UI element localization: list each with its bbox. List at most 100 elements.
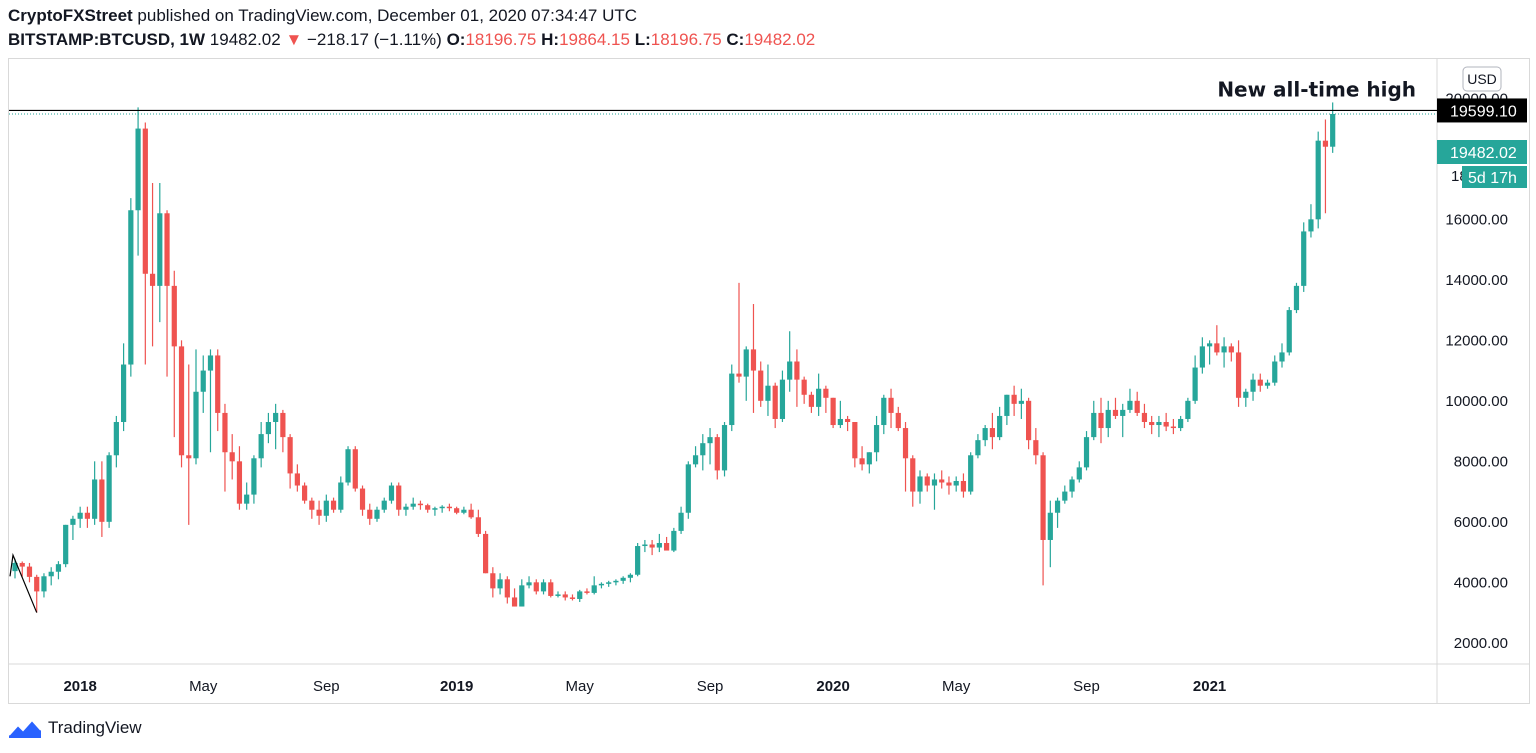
- candle-body: [439, 506, 445, 509]
- candle-body: [1228, 346, 1234, 353]
- candle-body: [1004, 394, 1010, 416]
- candle-body: [1062, 491, 1068, 501]
- candle-body: [902, 428, 909, 459]
- candle-body: [873, 425, 880, 453]
- candle-body: [1330, 113, 1336, 147]
- trend-line: [9, 552, 38, 613]
- candle-body: [533, 582, 539, 592]
- brand-name[interactable]: TradingView: [48, 718, 142, 737]
- candle-body: [157, 213, 163, 286]
- candle-body: [84, 512, 90, 519]
- tradingview-logo-icon[interactable]: [8, 717, 42, 739]
- candle-body: [396, 485, 402, 510]
- candle-body: [1040, 455, 1046, 540]
- author-name[interactable]: CryptoFXStreet: [8, 6, 133, 25]
- candle-body: [1083, 437, 1090, 468]
- candle-body: [1156, 422, 1162, 426]
- candle-body: [186, 455, 192, 459]
- candle-body: [620, 577, 626, 581]
- candle-body: [280, 412, 286, 438]
- candle-body: [410, 503, 416, 507]
- x-tick-label: May: [189, 678, 218, 695]
- candle-body: [946, 482, 952, 486]
- candle-body: [917, 476, 923, 492]
- candle-body: [548, 582, 554, 596]
- candle-body: [432, 508, 438, 510]
- annotation-label: New all-time high: [1217, 77, 1416, 101]
- candle-body: [1120, 409, 1126, 416]
- candle-body: [345, 449, 351, 483]
- open-label: O:: [446, 30, 466, 49]
- candle-body: [330, 500, 337, 510]
- candle-body: [1286, 310, 1292, 353]
- candle-body: [1141, 412, 1148, 422]
- close-value: 19482.02: [744, 30, 816, 49]
- x-tick-label: Sep: [313, 678, 340, 695]
- x-tick-label: May: [566, 678, 595, 695]
- candle-body: [779, 379, 786, 419]
- candle-body: [707, 437, 713, 444]
- candle-body: [1105, 409, 1111, 429]
- candle-body: [953, 480, 959, 486]
- candle-body: [866, 452, 872, 465]
- candle-body: [1221, 346, 1227, 353]
- candle-body: [924, 476, 930, 486]
- candle-body: [1170, 426, 1176, 429]
- candle-body: [750, 349, 757, 371]
- candle-body: [461, 509, 467, 513]
- candle-body: [135, 128, 141, 211]
- ohlc-legend: BITSTAMP:BTCUSD, 1W 19482.02 ▼ −218.17 (…: [8, 30, 815, 50]
- candle-body: [1047, 512, 1053, 540]
- candle-body: [1235, 352, 1242, 398]
- candle-body: [982, 428, 988, 441]
- chart-frame: [8, 58, 1530, 704]
- candle-body: [178, 346, 185, 456]
- high-label: H:: [541, 30, 560, 49]
- currency-label: USD: [1467, 71, 1497, 87]
- change-down-icon: ▼: [285, 30, 303, 49]
- candle-body: [258, 434, 264, 459]
- candle-body: [403, 506, 409, 510]
- candle-body: [801, 379, 807, 395]
- x-tick-label: 2020: [816, 678, 849, 695]
- candle-body: [26, 566, 33, 577]
- candle-body: [1134, 400, 1140, 413]
- candle-body: [338, 482, 344, 510]
- candle-body: [302, 485, 308, 501]
- candle-body: [859, 458, 865, 465]
- candle-body: [692, 455, 699, 465]
- candle-body: [1112, 409, 1119, 416]
- candle-body: [1214, 343, 1220, 353]
- candle-body: [63, 524, 69, 565]
- candle-body: [1199, 346, 1205, 368]
- candle-body: [997, 415, 1003, 438]
- candle-body: [425, 505, 431, 510]
- candle-body: [758, 370, 764, 401]
- candle-body: [1076, 467, 1082, 480]
- candle-body: [316, 509, 322, 516]
- candle-body: [555, 594, 561, 596]
- candle-body: [1054, 500, 1061, 513]
- candle-body: [671, 530, 677, 551]
- candle-body: [215, 355, 221, 413]
- candle-body: [627, 574, 633, 578]
- candle-body: [1264, 382, 1271, 386]
- candle-body: [656, 543, 662, 548]
- candle-body: [273, 412, 279, 422]
- candle-body: [164, 213, 170, 286]
- symbol-label[interactable]: BITSTAMP:BTCUSD, 1W: [8, 30, 206, 49]
- candle-body: [939, 479, 945, 483]
- candle-body: [294, 473, 300, 486]
- candle-body: [388, 485, 395, 501]
- y-tick-label: 14000.00: [1445, 272, 1508, 289]
- candle-body: [1315, 140, 1321, 220]
- low-value: 18196.75: [650, 30, 722, 49]
- footer: TradingView: [8, 717, 142, 739]
- y-tick-label: 10000.00: [1445, 393, 1508, 410]
- candle-body: [1301, 231, 1307, 286]
- candle-body: [1178, 418, 1184, 429]
- candle-body: [816, 388, 822, 407]
- candle-body: [729, 373, 735, 426]
- candle-body: [772, 385, 778, 419]
